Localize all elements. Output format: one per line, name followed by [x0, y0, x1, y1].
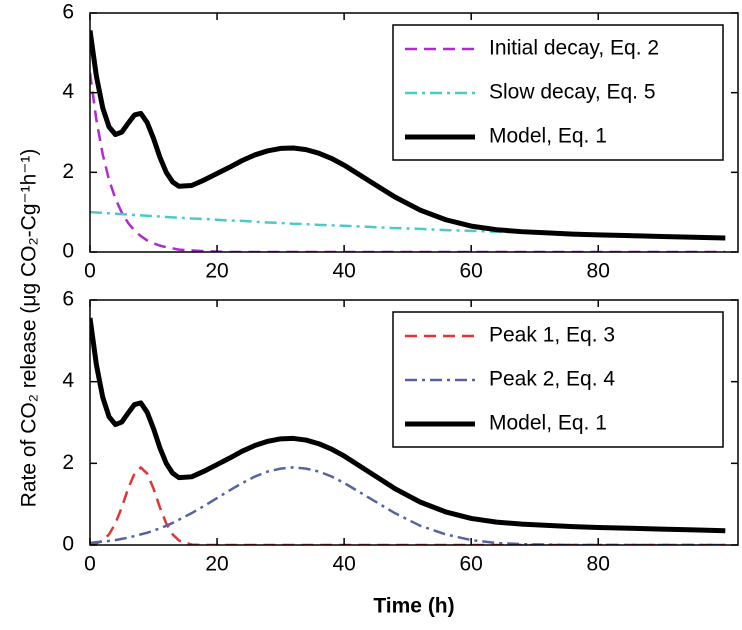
x-tick-label: 60 — [459, 553, 482, 576]
y-axis-label: Rate of CO₂ release (μg CO₂-Cg⁻¹h⁻¹) — [18, 149, 41, 508]
legend-label: Slow decay, Eq. 5 — [489, 81, 656, 104]
legend-label: Initial decay, Eq. 2 — [489, 37, 659, 60]
x-tick-label: 80 — [587, 260, 610, 283]
y-tick-label: 2 — [62, 160, 74, 183]
legend-label: Peak 1, Eq. 3 — [489, 324, 615, 347]
legend-label: Model, Eq. 1 — [489, 125, 607, 148]
y-tick-label: 0 — [62, 240, 74, 263]
legend-label: Peak 2, Eq. 4 — [489, 368, 615, 391]
series-line — [90, 466, 726, 545]
x-axis-label: Time (h) — [373, 595, 454, 618]
y-tick-label: 0 — [62, 533, 74, 556]
x-tick-label: 20 — [205, 553, 228, 576]
plot-area — [90, 317, 726, 545]
x-tick-label: 40 — [332, 553, 355, 576]
x-tick-label: 0 — [84, 553, 96, 576]
y-tick-label: 4 — [62, 80, 74, 103]
series-line — [90, 30, 726, 241]
x-tick-label: 80 — [587, 553, 610, 576]
y-tick-label: 2 — [62, 451, 74, 474]
x-tick-label: 60 — [459, 260, 482, 283]
legend-label: Model, Eq. 1 — [489, 412, 607, 435]
x-tick-label: 20 — [205, 260, 228, 283]
axes-box — [89, 12, 739, 253]
series-line — [90, 317, 726, 534]
x-tick-label: 40 — [332, 260, 355, 283]
plot-area — [90, 30, 726, 252]
y-tick-label: 4 — [62, 369, 74, 392]
axes-box — [89, 299, 739, 546]
y-tick-label: 6 — [62, 1, 74, 24]
y-tick-label: 6 — [62, 288, 74, 311]
series-line — [90, 466, 726, 545]
x-tick-label: 0 — [84, 260, 96, 283]
